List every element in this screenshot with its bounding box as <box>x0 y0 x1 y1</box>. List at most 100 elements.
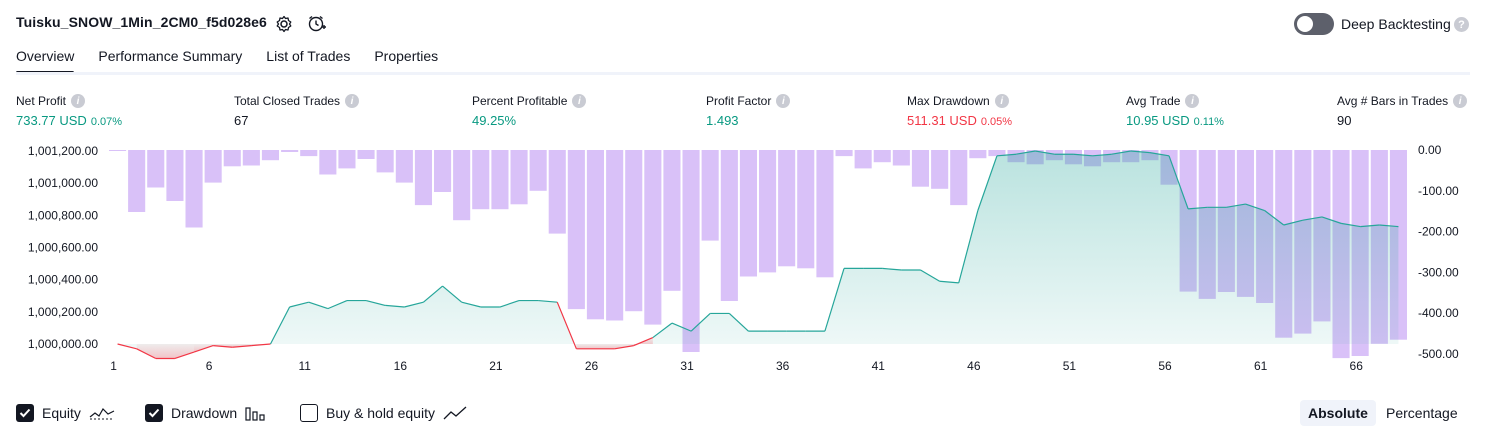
equity-line-segment <box>423 285 443 303</box>
metric-percent-profitable: Percent Profitable i 49.25% <box>472 94 587 128</box>
drawdown-bar <box>281 150 299 152</box>
drawdown-bar <box>357 150 375 159</box>
drawdown-bar <box>395 150 413 183</box>
x-tick-label: 6 <box>206 359 213 373</box>
metric-label: Profit Factor <box>706 94 772 108</box>
x-tick-label: 21 <box>489 359 503 373</box>
equity-tick-label: 1,000,400.00 <box>28 273 98 287</box>
drawdown-bar <box>491 150 509 210</box>
drawdown-bar <box>988 150 1006 157</box>
tab-performance-summary[interactable]: Performance Summary <box>98 48 243 64</box>
equity-tick-label: 1,000,800.00 <box>28 208 98 222</box>
equity-line-segment <box>193 345 214 353</box>
equity-line-segment <box>1111 150 1131 155</box>
drawdown-bar <box>567 150 585 310</box>
equity-line-segment <box>1264 210 1285 226</box>
metric-max-drawdown: Max Drawdown i 511.31 USD 0.05% <box>907 94 1012 128</box>
absolute-toggle[interactable]: Absolute <box>1300 400 1376 426</box>
metric-label: Avg # Bars in Trades <box>1337 94 1449 108</box>
equity-line-segment <box>1035 150 1055 155</box>
equity-line-segment <box>1149 152 1170 157</box>
tab-list-of-trades[interactable]: List of Trades <box>266 48 351 64</box>
drawdown-bar <box>414 150 432 206</box>
equity-line-segment <box>728 313 749 332</box>
equity-line-segment <box>1340 222 1361 228</box>
drawdown-bar <box>720 150 738 301</box>
drawdown-bar <box>931 150 949 189</box>
metric-value: 67 <box>234 113 249 128</box>
equity-line-segment <box>538 299 558 303</box>
metric-avg-bars: Avg # Bars in Trades i 90 <box>1337 94 1468 128</box>
equity-line-segment <box>404 301 424 308</box>
x-tick-label: 31 <box>680 359 694 373</box>
drawdown-bar <box>261 150 279 161</box>
drawdown-bar <box>529 150 547 191</box>
equity-line-segment <box>1379 224 1399 228</box>
tab-bar: Overview Performance Summary List of Tra… <box>16 48 462 74</box>
equity-loss-fill <box>595 344 615 349</box>
equity-line-segment <box>977 155 998 211</box>
toggle-knob <box>1297 16 1313 32</box>
metric-value: 90 <box>1337 113 1352 128</box>
drawdown-bar <box>166 150 184 201</box>
equity-area <box>117 150 1399 360</box>
metric-percent: 0.11% <box>1193 116 1224 128</box>
drawdown-bar <box>453 150 471 221</box>
drawdown-bar <box>109 150 127 151</box>
drawdown-bar <box>969 150 987 159</box>
settings-gear-icon[interactable] <box>273 13 295 35</box>
info-icon[interactable]: i <box>572 94 587 108</box>
drawdown-bar <box>376 150 394 173</box>
deep-backtesting-toggle[interactable] <box>1294 13 1334 35</box>
info-icon[interactable]: i <box>71 94 86 108</box>
info-icon[interactable]: i <box>994 94 1009 108</box>
equity-line-segment <box>327 300 348 310</box>
metric-value: 733.77 USD <box>16 113 87 128</box>
tab-overview[interactable]: Overview <box>16 48 75 74</box>
metric-label: Net Profit <box>16 94 67 108</box>
drawdown-bar <box>739 150 757 277</box>
info-icon[interactable]: i <box>776 94 791 108</box>
drawdown-bar <box>548 150 566 234</box>
checkbox-drawdown[interactable] <box>145 404 163 422</box>
metric-net-profit: Net Profit i 733.77 USD 0.07% <box>16 94 122 128</box>
equity-line-segment <box>1130 150 1150 154</box>
trade-number-axis: 1 6 11 16 21 26 31 36 41 46 51 56 61 66 <box>110 359 1363 373</box>
info-icon[interactable]: i <box>1453 94 1468 108</box>
equity-line-segment <box>1283 219 1303 226</box>
equity-line-segment <box>824 268 845 332</box>
drawdown-bar <box>682 150 700 352</box>
metric-label: Max Drawdown <box>907 94 990 108</box>
drawdown-bar <box>950 150 968 206</box>
tab-properties[interactable]: Properties <box>374 48 439 64</box>
metric-label: Total Closed Trades <box>234 94 341 108</box>
x-tick-label: 66 <box>1350 359 1364 373</box>
equity-line-segment <box>269 306 291 345</box>
drawdown-bar <box>625 150 643 312</box>
alert-clock-icon[interactable] <box>306 13 328 35</box>
help-icon[interactable]: ? <box>1454 17 1469 32</box>
legend-buy-hold[interactable]: Buy & hold equity <box>300 404 467 422</box>
metric-total-closed-trades: Total Closed Trades i 67 <box>234 94 360 128</box>
info-icon[interactable]: i <box>345 94 360 108</box>
equity-line-segment <box>958 210 979 284</box>
equity-line-segment <box>1360 224 1380 228</box>
percentage-toggle[interactable]: Percentage <box>1386 405 1458 421</box>
checkbox-equity[interactable] <box>16 404 34 422</box>
drawdown-bar <box>835 150 853 157</box>
equity-loss-fill <box>213 344 233 348</box>
equity-fill <box>117 151 1399 359</box>
drawdown-bar <box>701 150 719 241</box>
drawdown-bar <box>663 150 681 291</box>
info-icon[interactable]: i <box>1185 94 1200 108</box>
legend-drawdown[interactable]: Drawdown <box>145 404 267 422</box>
drawdown-bar <box>778 150 796 267</box>
drawdown-tick-label: -200.00 <box>1418 225 1459 239</box>
equity-loss-fill <box>232 344 252 348</box>
checkbox-buy-hold[interactable] <box>300 404 318 422</box>
strategy-title: Tuisku_SNOW_1Min_2CM0_f5d028e6 <box>16 14 267 30</box>
legend-equity[interactable]: Equity <box>16 404 115 422</box>
x-tick-label: 36 <box>776 359 790 373</box>
equity-loss-fill <box>194 344 214 353</box>
metric-percent: 0.05% <box>980 116 1013 128</box>
